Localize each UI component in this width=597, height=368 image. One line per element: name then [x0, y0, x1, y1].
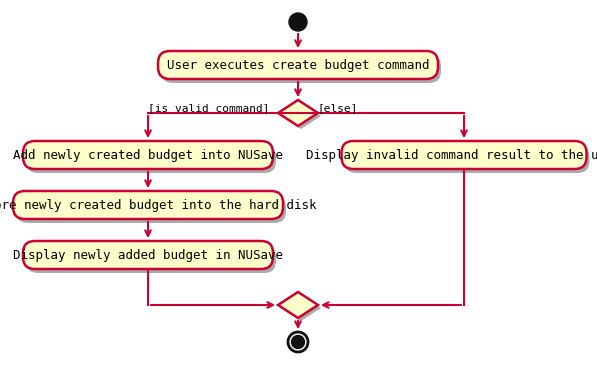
- Text: [is valid command]: [is valid command]: [149, 103, 270, 113]
- FancyBboxPatch shape: [161, 55, 441, 83]
- Text: User executes create budget command: User executes create budget command: [167, 59, 429, 71]
- FancyBboxPatch shape: [341, 141, 586, 169]
- Polygon shape: [281, 104, 321, 129]
- Text: Store newly created budget into the hard disk: Store newly created budget into the hard…: [0, 198, 317, 212]
- FancyBboxPatch shape: [26, 145, 276, 173]
- FancyBboxPatch shape: [158, 51, 438, 79]
- FancyBboxPatch shape: [23, 141, 273, 169]
- FancyBboxPatch shape: [16, 195, 286, 223]
- Circle shape: [289, 13, 307, 31]
- FancyBboxPatch shape: [23, 241, 273, 269]
- Polygon shape: [278, 100, 318, 126]
- Text: Add newly created budget into NUSave: Add newly created budget into NUSave: [13, 149, 283, 162]
- Text: [else]: [else]: [318, 103, 359, 113]
- Polygon shape: [281, 296, 321, 321]
- Text: Display newly added budget in NUSave: Display newly added budget in NUSave: [13, 248, 283, 262]
- Polygon shape: [278, 292, 318, 318]
- Circle shape: [288, 332, 308, 352]
- FancyBboxPatch shape: [26, 245, 276, 273]
- Text: Display invalid command result to the user: Display invalid command result to the us…: [306, 149, 597, 162]
- FancyBboxPatch shape: [13, 191, 283, 219]
- FancyBboxPatch shape: [344, 145, 589, 173]
- Circle shape: [291, 336, 304, 348]
